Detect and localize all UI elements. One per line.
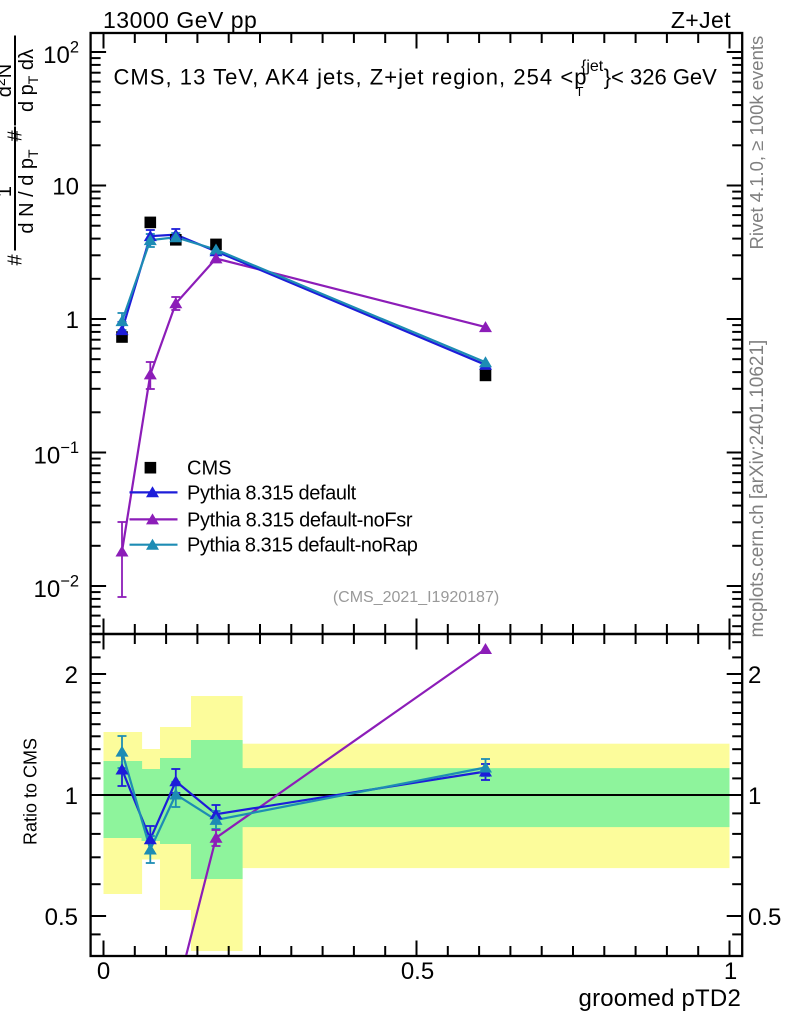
svg-text:d N / d pT: d N / d pT (16, 149, 41, 234)
svg-text:T: T (576, 84, 584, 99)
svg-text:Rivet 4.1.0, ≥ 100k events: Rivet 4.1.0, ≥ 100k events (746, 36, 767, 250)
svg-text:groomed pTD2: groomed pTD2 (579, 985, 741, 1012)
svg-text:Ratio to CMS: Ratio to CMS (21, 738, 41, 845)
svg-text:Pythia 8.315 default-noRap: Pythia 8.315 default-noRap (187, 535, 418, 557)
svg-text:(CMS_2021_I1920187): (CMS_2021_I1920187) (333, 589, 499, 606)
svg-text:CMS, 13 TeV, AK4 jets, Z+jet r: CMS, 13 TeV, AK4 jets, Z+jet region, 254… (114, 65, 588, 90)
svg-text:#: # (5, 130, 27, 142)
svg-text:1: 1 (748, 783, 761, 810)
svg-text:0: 0 (97, 958, 110, 985)
svg-text:mcplots.cern.ch [arXiv:2401.10: mcplots.cern.ch [arXiv:2401.10621] (747, 340, 768, 638)
svg-text:0.5: 0.5 (45, 904, 78, 931)
svg-text:Pythia 8.315 default-noFsr: Pythia 8.315 default-noFsr (187, 509, 413, 531)
svg-text:Z+Jet: Z+Jet (671, 7, 731, 33)
svg-text:2: 2 (748, 662, 761, 689)
svg-text:d pT dλ: d pT dλ (16, 49, 41, 112)
svg-text:0.5: 0.5 (401, 958, 434, 985)
svg-text:{jet: {jet (581, 58, 604, 75)
svg-text:13000 GeV pp: 13000 GeV pp (103, 7, 257, 33)
svg-text:1: 1 (724, 958, 737, 985)
svg-text:1: 1 (66, 307, 79, 334)
svg-text:#: # (5, 254, 27, 266)
svg-text:}< 326 GeV: }< 326 GeV (604, 65, 717, 90)
svg-text:0.5: 0.5 (748, 904, 781, 931)
svg-text:Pythia 8.315 default: Pythia 8.315 default (187, 482, 357, 504)
svg-text:10: 10 (52, 174, 79, 201)
svg-text:1: 1 (0, 186, 16, 197)
svg-text:1: 1 (65, 783, 78, 810)
svg-text:2: 2 (65, 662, 78, 689)
svg-text:CMS: CMS (187, 458, 231, 480)
